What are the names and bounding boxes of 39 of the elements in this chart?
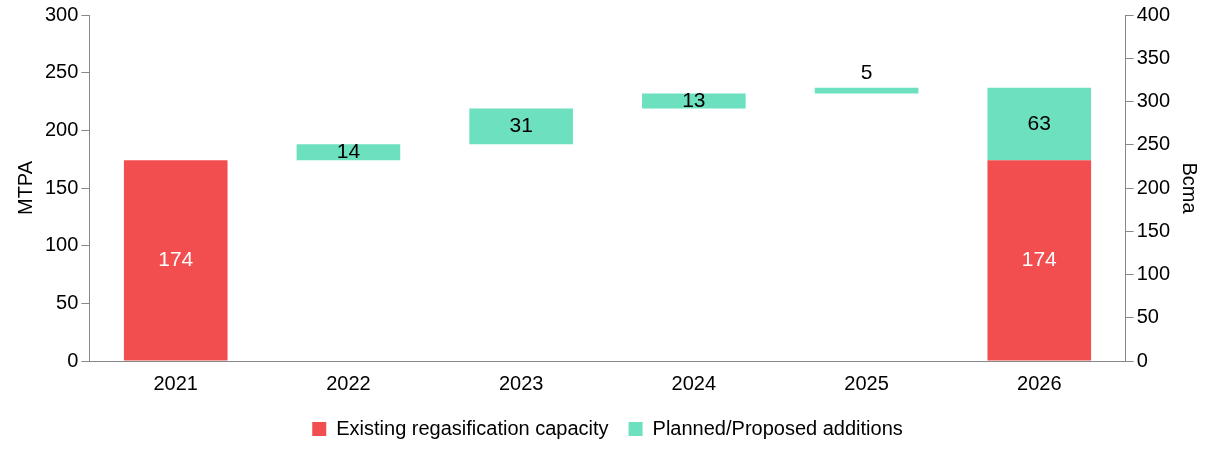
y-tick-label: 200 — [44, 117, 79, 140]
y2-tick-label: 400 — [1136, 2, 1171, 25]
data-label: 63 — [1027, 110, 1051, 134]
y2-tick-label: 150 — [1136, 218, 1171, 241]
data-label: 174 — [158, 247, 194, 271]
x-tick-label: 2023 — [498, 371, 544, 394]
y2-axis-title: Bcma — [1179, 162, 1202, 215]
x-tick-label: 2025 — [844, 371, 889, 394]
x-tick-label: 2024 — [671, 371, 717, 394]
y-tick-label: 100 — [44, 233, 79, 256]
y2-tick-label: 50 — [1136, 305, 1159, 328]
bar — [123, 160, 228, 361]
y2-tick-label: 0 — [1136, 348, 1148, 371]
legend-label: Planned/Proposed additions — [652, 416, 903, 439]
y-tick-label: 0 — [67, 348, 79, 371]
y2-tick-label: 200 — [1136, 175, 1171, 198]
y2-tick-label: 100 — [1136, 262, 1171, 285]
data-label: 31 — [509, 113, 533, 137]
data-label: 14 — [336, 139, 361, 163]
bar — [296, 144, 401, 161]
y-tick-label: 300 — [44, 2, 79, 25]
data-label: 13 — [682, 87, 706, 111]
legend-label: Existing regasification capacity — [336, 416, 609, 439]
data-label: 174 — [1021, 247, 1058, 271]
bar — [987, 87, 1092, 161]
x-tick-label: 2021 — [153, 371, 198, 394]
y2-tick-label: 250 — [1136, 132, 1171, 155]
x-tick-label: 2026 — [1017, 371, 1062, 394]
y2-tick-label: 350 — [1136, 45, 1171, 68]
bar — [642, 93, 746, 109]
data-label: 5 — [860, 60, 873, 84]
y-axis-title: MTPA — [13, 160, 36, 216]
y-tick-label: 50 — [56, 290, 79, 313]
x-tick-label: 2022 — [326, 371, 371, 394]
bar — [987, 160, 1092, 361]
y-tick-label: 150 — [44, 175, 79, 198]
y2-tick-label: 300 — [1136, 89, 1171, 112]
bar — [469, 108, 573, 145]
y-tick-label: 250 — [44, 60, 79, 83]
